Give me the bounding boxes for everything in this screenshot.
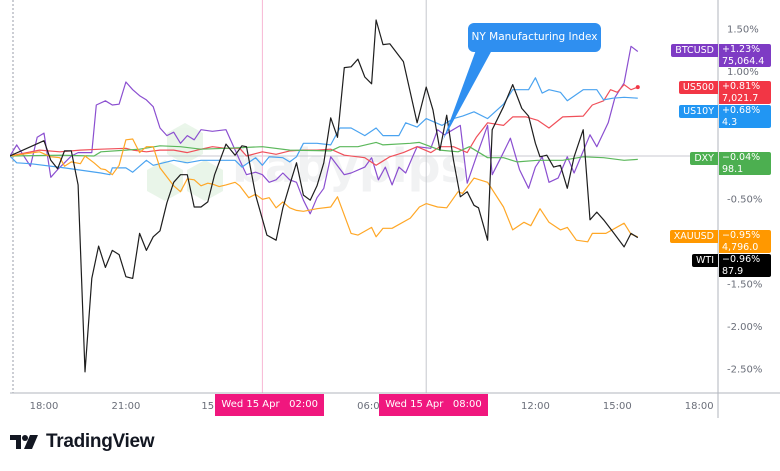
series-line-us500[interactable] — [10, 84, 639, 166]
tradingview-logo[interactable]: TradingView — [10, 431, 155, 453]
series-line-dxy[interactable] — [10, 141, 638, 163]
change-percent: +0.68% — [722, 105, 761, 116]
change-percent: +0.81% — [722, 81, 761, 92]
x-tick-label: 18:00 — [685, 401, 714, 412]
value-tag-wti: −0.96% 87.9 — [719, 254, 771, 277]
us500-last-point — [635, 85, 640, 90]
x-tick-label: 18:00 — [30, 401, 59, 412]
symbol-tag-xauusd[interactable]: XAUUSD — [669, 230, 718, 243]
x-tick-label: 15 — [201, 401, 214, 412]
last-price: 4,796.0 — [722, 241, 759, 253]
value-tag-btcusd: +1.23% 75,064.4 — [719, 44, 771, 67]
change-percent: −0.95% — [722, 230, 761, 241]
change-percent: −0.04% — [722, 152, 761, 163]
value-tag-us10y: +0.68% 4.3 — [719, 105, 771, 128]
annotation-pointer — [443, 50, 492, 140]
symbol-tag-wti[interactable]: WTI — [692, 254, 718, 267]
symbol-tag-us10y[interactable]: US10Y — [679, 105, 718, 118]
x-tick-label: 06:00 — [357, 401, 386, 412]
last-price: 75,064.4 — [722, 55, 765, 67]
value-tag-dxy: −0.04% 98.1 — [719, 152, 771, 175]
symbol-tag-us500[interactable]: US500 — [678, 81, 718, 94]
y-tick-label: -2.50% — [727, 365, 762, 376]
y-tick-label: -0.50% — [727, 195, 762, 206]
series-line-btcusd[interactable] — [10, 45, 639, 215]
value-tag-xauusd: −0.95% 4,796.0 — [719, 230, 771, 253]
crosshair-time-tag: Wed 15 Apr 08:00 — [379, 394, 488, 416]
y-tick-label: -1.50% — [727, 280, 762, 291]
last-price: 98.1 — [722, 163, 744, 175]
crosshair-time-tag: Wed 15 Apr 02:00 — [215, 394, 324, 416]
change-percent: −0.96% — [722, 254, 761, 265]
last-price: 87.9 — [722, 265, 744, 277]
last-price: 7,021.7 — [722, 92, 759, 104]
y-tick-label: 1.00% — [727, 67, 759, 78]
x-tick-label: 12:00 — [521, 401, 550, 412]
tradingview-logo-icon — [10, 435, 38, 449]
symbol-tag-btcusd[interactable]: BTCUSD — [671, 44, 718, 57]
brand-name: TradingView — [46, 431, 155, 452]
annotation-callout[interactable]: NY Manufacturing Index — [468, 23, 601, 52]
watermark-logo: babypips — [147, 123, 468, 201]
y-tick-label: 1.50% — [727, 25, 759, 36]
series-line-wti[interactable] — [10, 19, 639, 373]
series-line-us10y[interactable] — [10, 77, 638, 176]
change-percent: +1.23% — [722, 44, 761, 55]
last-price: 4.3 — [722, 116, 738, 128]
symbol-tag-dxy[interactable]: DXY — [690, 152, 718, 165]
series-line-xauusd[interactable] — [10, 138, 639, 243]
value-tag-us500: +0.81% 7,021.7 — [719, 81, 771, 104]
x-tick-label: 15:00 — [603, 401, 632, 412]
x-tick-label: 21:00 — [111, 401, 140, 412]
y-tick-label: -2.00% — [727, 322, 762, 333]
